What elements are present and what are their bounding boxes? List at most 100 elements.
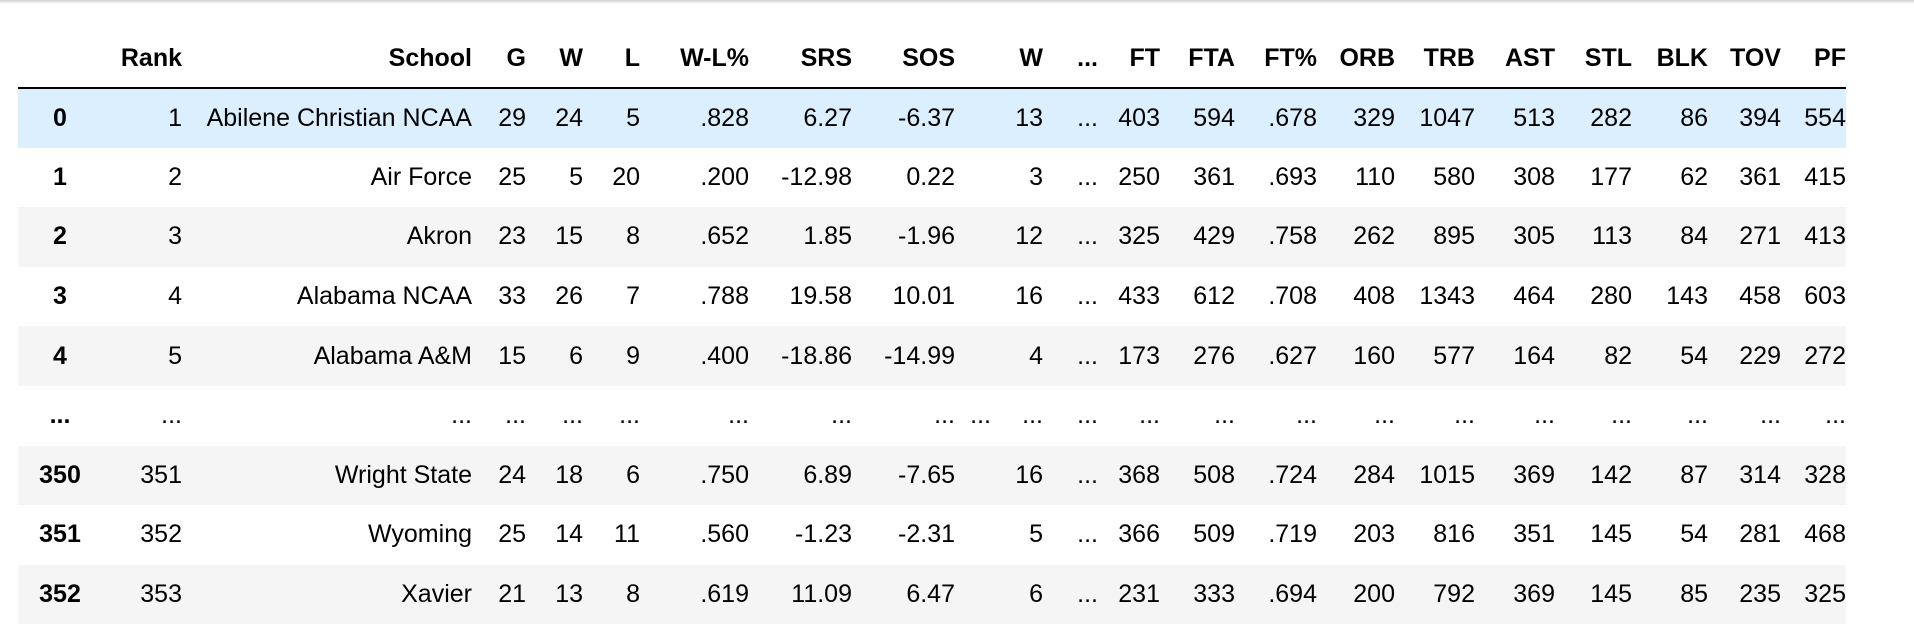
column-header[interactable]: TRB [1395,30,1475,89]
table-cell: 282 [1590,103,1632,132]
table-cell: 86 [1680,103,1708,132]
table-cell: .400 [700,341,749,370]
table-cell: 6 [626,460,640,489]
table-row[interactable]: 350 351 Wright State 24 18 6 .750 6.89 -7.65 16..… [18,445,1846,506]
table-cell: 6 [569,341,583,370]
table-cell: 351 [1513,520,1555,549]
column-header[interactable] [955,30,991,89]
table-cell [955,565,991,624]
table-cell: 145 [1590,580,1632,609]
column-header[interactable]: AST [1475,30,1555,89]
table-row[interactable]: 351 352 Wyoming 25 14 11 .560 -1.23 -2.31 5... 366… [18,505,1846,565]
column-header[interactable] [18,30,102,89]
table-cell: 415 [1804,162,1846,191]
table-cell: 21 [498,580,526,609]
table-cell: .788 [700,282,749,311]
column-header[interactable]: W [526,30,583,89]
column-header[interactable]: ORB [1317,30,1395,89]
table-cell: 816 [1433,520,1475,549]
table-cell: ... [1760,401,1781,430]
table-row[interactable]: 0 1 Abilene Christian NCAA 29 24 5 .828 6.27 -6.… [18,88,1846,148]
table-cell: 468 [1804,520,1846,549]
column-header[interactable]: FT [1098,30,1160,89]
table-cell: 54 [1680,341,1708,370]
table-cell: 464 [1513,282,1555,311]
column-header[interactable]: STL [1555,30,1632,89]
table-cell: 4 [1029,341,1043,370]
table-cell: 6.27 [803,103,852,132]
row-index: ... [49,401,71,430]
table-cell: 333 [1193,580,1235,609]
table-cell: 11.09 [791,580,852,609]
table-cell: 177 [1590,162,1632,191]
table-cell: ... [1454,401,1475,430]
top-shadow [0,0,1914,4]
table-cell: 7 [626,282,640,311]
table-cell: .652 [700,222,749,251]
row-index: 4 [53,341,67,370]
table-cell: 603 [1804,282,1846,311]
column-header[interactable]: Rank [102,30,182,89]
column-header[interactable]: SOS [852,30,955,89]
table-cell: 361 [1193,162,1235,191]
column-header[interactable]: PF [1781,30,1846,89]
table-cell: 113 [1592,222,1632,251]
column-header[interactable]: G [472,30,526,89]
table-cell: 353 [140,580,182,609]
table-cell: 235 [1739,580,1781,609]
table-cell: 24 [498,460,526,489]
column-header[interactable]: W [991,30,1043,89]
table-cell: 612 [1193,282,1235,311]
table-cell: 594 [1193,103,1235,132]
table-cell: 6.89 [803,460,852,489]
table-cell: ... [562,401,583,430]
table-cell: 792 [1433,580,1475,609]
column-header[interactable]: FTA [1160,30,1235,89]
table-cell: 9 [626,341,640,370]
column-header[interactable]: SRS [749,30,852,89]
table-cell: ... [1077,222,1098,251]
table-cell: 1 [168,103,182,132]
table-cell: 25 [498,520,526,549]
table-row[interactable]: 1 2 Air Force 25 5 20 .200 -12.98 0.22 3... 250 361… [18,147,1846,208]
table-cell [955,267,991,327]
table-cell: 508 [1193,460,1235,489]
table-cell: -18.86 [781,341,852,370]
table-row[interactable]: 4 5 Alabama A&M 15 6 9 .400 -18.86 -14.99 4... 173… [18,326,1846,386]
table-cell: 577 [1433,341,1475,370]
table-cell: .693 [1268,162,1317,191]
column-header[interactable]: W-L% [640,30,749,89]
table-cell: 33 [498,282,526,311]
table-cell: 368 [1118,460,1160,489]
table-cell: ... [619,401,640,430]
table-cell: -14.99 [884,341,955,370]
column-header[interactable]: TOV [1708,30,1781,89]
table-cell [955,88,991,148]
table-cell: 18 [555,460,583,489]
table-row[interactable]: 352 353 Xavier 21 13 8 .619 11.09 6.47 6... 231 333… [18,564,1846,624]
column-header[interactable]: FT% [1235,30,1317,89]
ellipsis-row[interactable]: ........................................… [18,385,1846,446]
row-index: 3 [53,282,67,311]
column-header[interactable]: L [583,30,640,89]
table-cell: 15 [498,341,526,370]
table-row[interactable]: 3 4 Alabama NCAA 33 26 7 .788 19.58 10.01 16... 43… [18,266,1846,327]
table-cell: 6.47 [906,580,955,609]
table-cell: 5 [1029,520,1043,549]
table-cell: 413 [1804,222,1846,251]
table-cell: 8 [626,222,640,251]
column-header[interactable]: School [182,30,472,89]
table-cell: 160 [1353,341,1395,370]
table-cell: 231 [1118,580,1160,609]
table-cell [955,207,991,267]
table-cell: 5 [168,341,182,370]
table-cell: ... [505,401,526,430]
table-cell: 271 [1739,222,1781,251]
column-header[interactable]: BLK [1632,30,1708,89]
column-header[interactable]: ... [1043,30,1098,89]
table-cell: 272 [1804,341,1846,370]
table-row[interactable]: 2 3 Akron 23 15 8.652 1.85 -1.96 12... 325 429.758… [18,207,1846,267]
table-cell: 203 [1353,520,1395,549]
row-index: 352 [39,580,81,609]
table-cell [955,505,991,565]
